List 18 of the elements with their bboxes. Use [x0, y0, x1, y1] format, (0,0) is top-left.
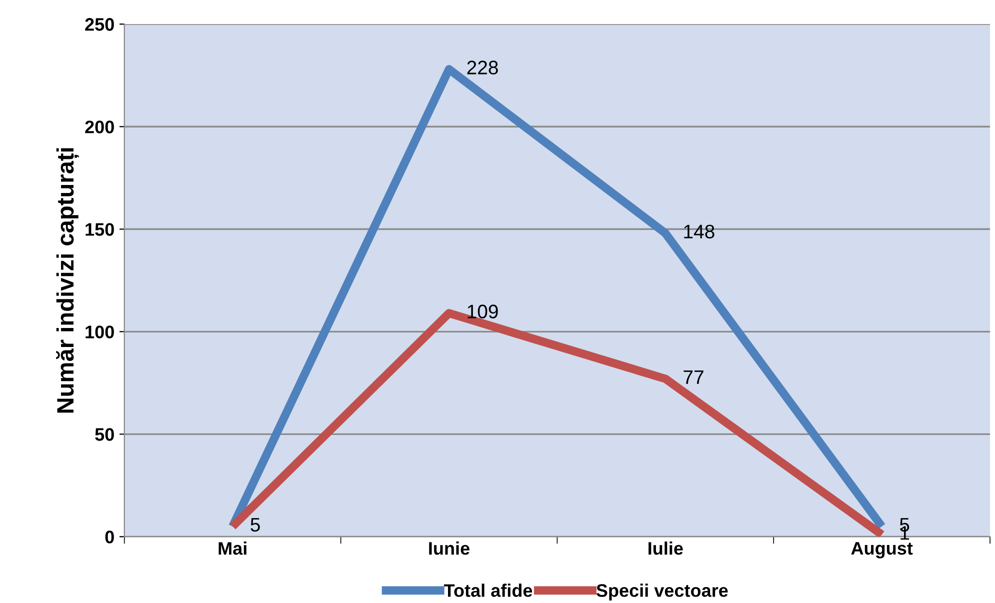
legend-label: Specii vectoare [596, 584, 728, 601]
x-tick-label: Iunie [429, 542, 470, 555]
y-tick-label: 50 [95, 428, 114, 441]
data-label: 109 [468, 304, 498, 318]
y-tick-label: 0 [105, 530, 114, 544]
data-label: 77 [684, 370, 704, 384]
y-axis-title: Număr indivizi capturați [56, 148, 79, 413]
y-tick-label: 250 [85, 18, 114, 31]
data-label: 228 [467, 60, 498, 74]
y-tick-label: 100 [86, 326, 114, 338]
x-tick-label: Mai [218, 542, 246, 555]
data-label: 148 [684, 224, 714, 238]
x-tick-label: Iulie [648, 542, 683, 555]
x-tick-label: August [851, 542, 913, 558]
y-tick-label: 150 [86, 223, 114, 236]
data-label: 5 [250, 518, 260, 532]
y-tick-label: 200 [85, 120, 114, 134]
legend-label: Total afide [444, 584, 532, 597]
